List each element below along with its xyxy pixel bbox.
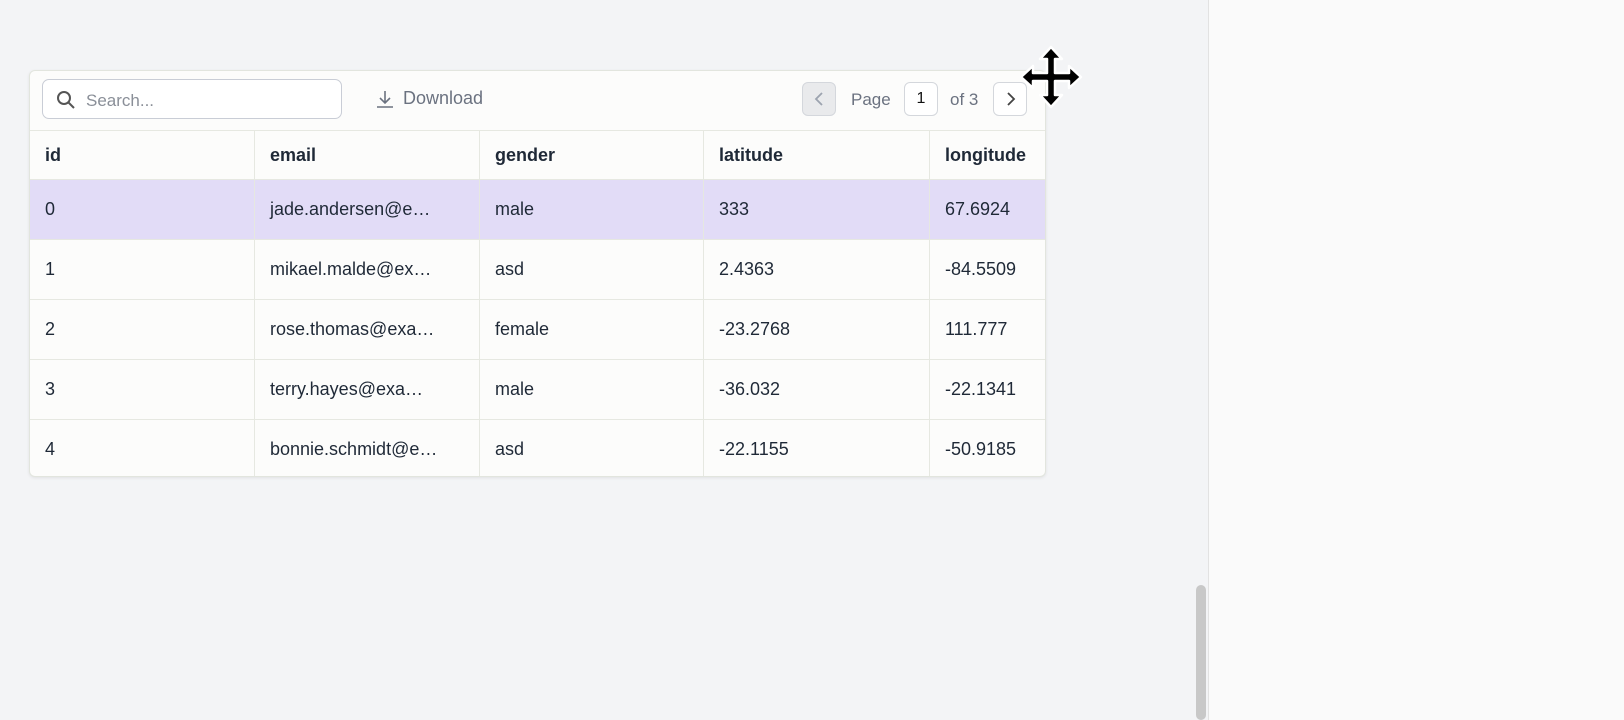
table-cell: -23.2768: [704, 299, 930, 359]
download-icon: [377, 90, 393, 108]
table-cell: asd: [480, 239, 704, 299]
download-button[interactable]: Download: [375, 88, 483, 109]
table-cell: 2.4363: [704, 239, 930, 299]
table-cell: 0: [30, 179, 255, 239]
page-label: Page: [851, 90, 891, 109]
table-cell: 67.6924: [930, 179, 1045, 239]
table-cell: bonnie.schmidt@e…: [255, 419, 480, 476]
search-placeholder: Search...: [86, 91, 155, 110]
table-cell: -50.9185: [930, 419, 1045, 476]
table-cell: -36.032: [704, 359, 930, 419]
table-cell: 4: [30, 419, 255, 476]
scrollbar[interactable]: [1196, 585, 1206, 720]
download-label: Download: [403, 88, 484, 108]
table-cell: -22.1155: [704, 419, 930, 476]
move-cursor: [1019, 45, 1083, 109]
table-cell: male: [480, 179, 704, 239]
search-input[interactable]: Search...: [42, 79, 342, 119]
table-cell: jade.andersen@e…: [255, 179, 480, 239]
table-card: Search... Download Page 1 of 3 id email ge…: [29, 70, 1046, 477]
table-cell: terry.hayes@exa…: [255, 359, 480, 419]
table-cell: mikael.malde@ex…: [255, 239, 480, 299]
column-header: latitude: [704, 130, 930, 179]
table-cell: -84.5509: [930, 239, 1045, 299]
chevron-right: [1007, 92, 1016, 106]
next-page-button[interactable]: [993, 82, 1027, 116]
table-cell: 111.777: [930, 299, 1045, 359]
side-panel: [1208, 0, 1624, 720]
column-header: gender: [480, 130, 704, 179]
page-input[interactable]: 1: [904, 82, 938, 116]
table-cell: asd: [480, 419, 704, 476]
table-cell: 1: [30, 239, 255, 299]
column-header: email: [255, 130, 480, 179]
search-icon: [57, 91, 75, 109]
table-cell: 333: [704, 179, 930, 239]
table-cell: 3: [30, 359, 255, 419]
table-cell: rose.thomas@exa…: [255, 299, 480, 359]
table-cell: -22.1341: [930, 359, 1045, 419]
column-header: longitude: [930, 130, 1045, 179]
column-header: id: [30, 130, 255, 179]
page-total: of 3: [950, 90, 979, 109]
chevron-left: [814, 92, 823, 106]
table-cell: female: [480, 299, 704, 359]
table-cell: male: [480, 359, 704, 419]
prev-page-button[interactable]: [802, 82, 836, 116]
table-cell: 2: [30, 299, 255, 359]
